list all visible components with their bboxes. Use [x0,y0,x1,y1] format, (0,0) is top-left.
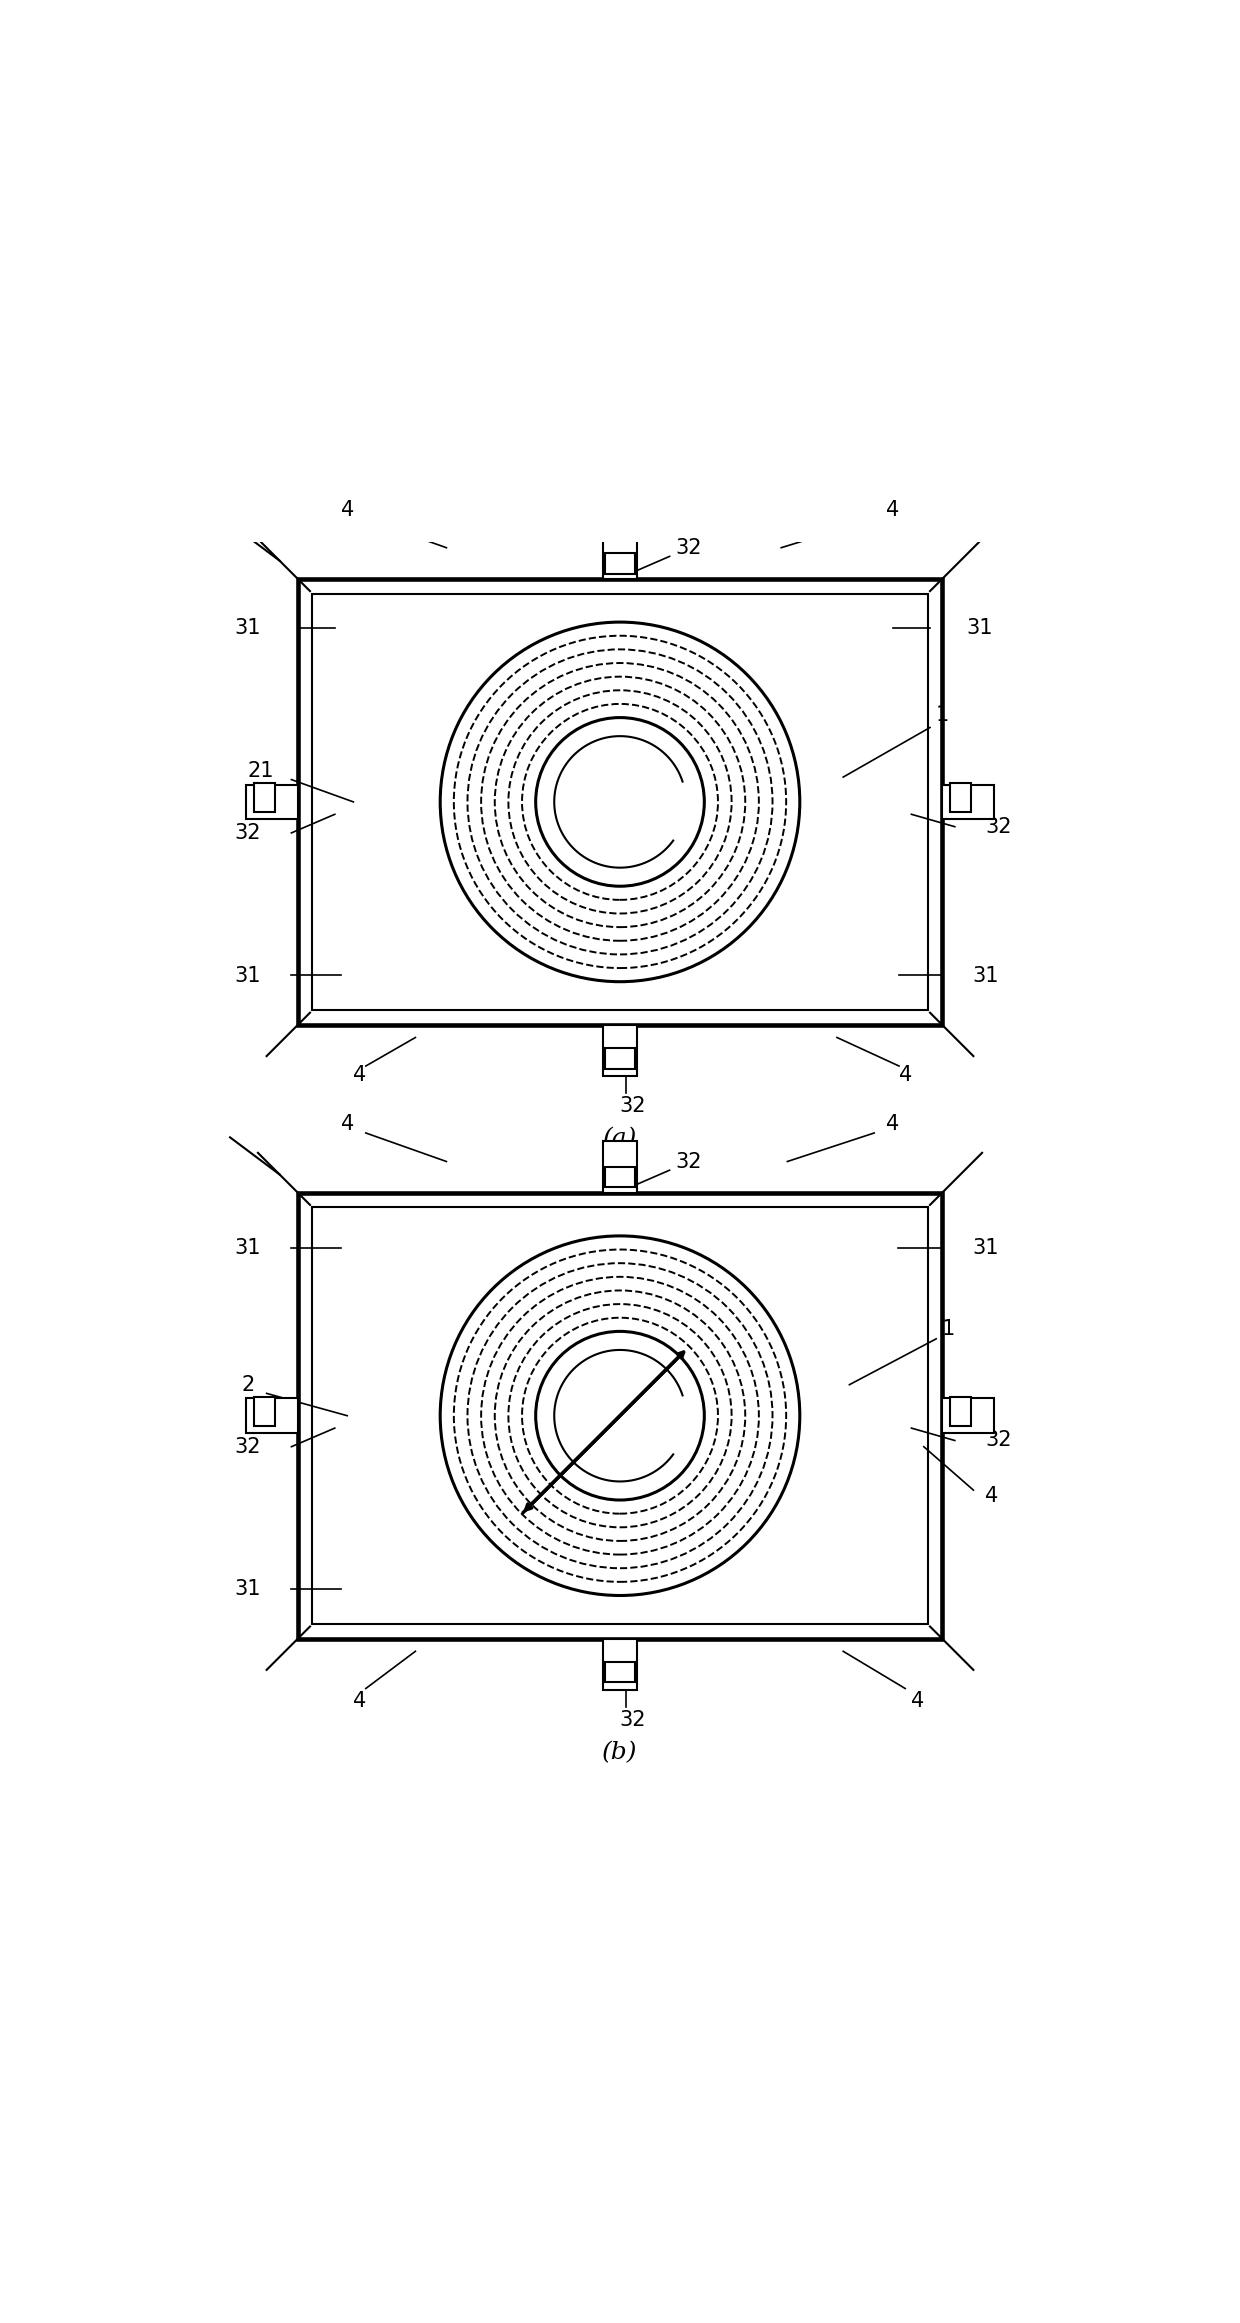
Bar [950,1396,971,1426]
Text: 31: 31 [234,1580,262,1598]
Text: 32: 32 [234,822,262,843]
Bar [254,783,275,813]
Text: 4: 4 [887,499,899,520]
Bar [312,595,928,1011]
Text: 32: 32 [675,1152,702,1171]
Bar [298,1192,942,1640]
Text: 4: 4 [341,499,353,520]
Bar [603,1024,637,1076]
Bar [603,527,637,578]
Circle shape [536,718,704,885]
Bar [603,1141,637,1192]
Text: 2: 2 [242,1375,254,1394]
Text: 4: 4 [911,1691,924,1712]
Text: 4: 4 [341,1115,353,1134]
Bar [247,785,298,820]
Text: 31: 31 [234,1238,262,1259]
Circle shape [536,1331,704,1501]
Bar [298,578,942,1024]
Bar [605,1661,635,1682]
Text: 32: 32 [985,1431,1012,1450]
Bar [605,1048,635,1069]
Bar [254,1396,275,1426]
Text: (a): (a) [603,1127,637,1150]
Text: 31: 31 [972,1238,999,1259]
Circle shape [440,1236,800,1596]
Text: 32: 32 [619,1096,646,1115]
Bar [605,1166,635,1187]
Text: 4: 4 [887,1115,899,1134]
Text: 31: 31 [234,966,262,985]
Text: 1: 1 [942,1319,955,1338]
Bar [247,1398,298,1433]
Text: 21: 21 [247,762,274,781]
Text: 32: 32 [619,1710,646,1731]
Bar [942,1398,993,1433]
Text: 32: 32 [234,1436,262,1457]
Bar [942,785,993,820]
Text: 1: 1 [936,706,949,725]
Text: 4: 4 [899,1064,911,1085]
Text: 4: 4 [353,1064,366,1085]
Text: 4: 4 [353,1691,366,1712]
Bar [603,1640,637,1691]
Text: 4: 4 [986,1487,998,1505]
Circle shape [440,623,800,983]
Text: 31: 31 [972,966,999,985]
Text: 31: 31 [966,618,993,639]
Text: (b): (b) [603,1742,637,1763]
Text: 32: 32 [985,818,1012,836]
Bar [605,553,635,574]
Text: 31: 31 [234,618,262,639]
Bar [950,783,971,813]
Bar [312,1208,928,1624]
Text: 32: 32 [675,537,702,558]
